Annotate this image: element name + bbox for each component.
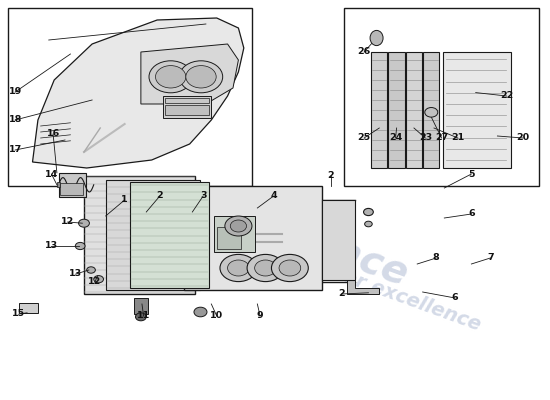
Text: 2: 2 [327, 172, 334, 180]
Bar [19, 303, 38, 313]
Text: 17: 17 [9, 146, 22, 154]
Text: 25: 25 [358, 134, 371, 142]
Circle shape [220, 254, 257, 282]
Text: 20: 20 [516, 134, 530, 142]
Text: 23: 23 [419, 134, 432, 142]
Text: 12: 12 [88, 278, 101, 286]
Text: 6: 6 [468, 210, 475, 218]
Text: 21: 21 [451, 134, 464, 142]
Text: eurolicence: eurolicence [163, 171, 413, 293]
Bar [322, 200, 355, 280]
Circle shape [75, 242, 85, 250]
Bar [134, 298, 148, 314]
Circle shape [279, 260, 301, 276]
Circle shape [87, 267, 95, 273]
Text: 3: 3 [200, 192, 206, 200]
Polygon shape [388, 52, 405, 168]
Text: 2: 2 [157, 192, 163, 200]
Polygon shape [32, 18, 244, 168]
Bar [130, 182, 208, 288]
Text: 2: 2 [338, 290, 345, 298]
Polygon shape [141, 44, 238, 104]
Bar [184, 186, 322, 290]
Text: 22: 22 [500, 92, 513, 100]
Text: 15: 15 [13, 310, 25, 318]
Circle shape [365, 221, 372, 227]
Polygon shape [423, 52, 439, 168]
Circle shape [255, 260, 276, 276]
Text: 10: 10 [210, 312, 223, 320]
Text: 6: 6 [452, 294, 459, 302]
Bar [165, 105, 208, 115]
Circle shape [364, 208, 373, 216]
FancyBboxPatch shape [8, 8, 252, 186]
Bar [106, 180, 201, 290]
Circle shape [425, 108, 438, 117]
Circle shape [94, 276, 103, 283]
Text: 18: 18 [8, 116, 22, 124]
FancyBboxPatch shape [344, 8, 539, 186]
Text: 12: 12 [61, 218, 74, 226]
Text: 5: 5 [468, 170, 475, 178]
Circle shape [135, 313, 146, 321]
Circle shape [79, 219, 90, 227]
Bar [84, 176, 195, 294]
Circle shape [228, 260, 249, 276]
Bar [59, 183, 84, 195]
Circle shape [247, 254, 284, 282]
Bar [58, 173, 86, 197]
Text: 13: 13 [45, 242, 58, 250]
Polygon shape [406, 52, 422, 168]
Text: 26: 26 [358, 48, 371, 56]
Ellipse shape [370, 30, 383, 46]
Bar [57, 182, 60, 187]
Text: 8: 8 [433, 254, 439, 262]
Bar [443, 52, 511, 168]
Circle shape [149, 61, 192, 93]
Circle shape [156, 66, 186, 88]
Circle shape [186, 66, 216, 88]
Circle shape [272, 254, 309, 282]
Polygon shape [371, 52, 387, 168]
Text: 27: 27 [435, 134, 448, 142]
Bar [165, 98, 208, 103]
Text: a passion for excellence: a passion for excellence [228, 226, 483, 334]
Text: 4: 4 [270, 192, 277, 200]
Text: 13: 13 [69, 270, 82, 278]
Text: 14: 14 [45, 170, 58, 178]
Polygon shape [346, 274, 380, 294]
Circle shape [230, 220, 246, 232]
Circle shape [225, 216, 252, 236]
Circle shape [179, 61, 223, 93]
Bar [217, 227, 241, 249]
Bar [214, 216, 255, 252]
Text: 19: 19 [9, 88, 22, 96]
Circle shape [194, 307, 207, 317]
Text: 7: 7 [487, 254, 494, 262]
Text: 24: 24 [389, 134, 402, 142]
Text: 9: 9 [257, 312, 263, 320]
Text: 11: 11 [137, 312, 150, 320]
Text: 1: 1 [122, 196, 128, 204]
Text: 16: 16 [46, 130, 60, 138]
Bar [163, 96, 211, 118]
